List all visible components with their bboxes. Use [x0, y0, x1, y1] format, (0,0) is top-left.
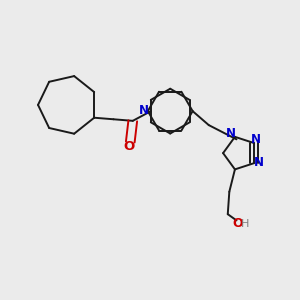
Text: O: O — [123, 140, 134, 153]
Text: H: H — [241, 219, 249, 229]
Text: N: N — [226, 127, 236, 140]
Text: N: N — [139, 104, 149, 117]
Text: N: N — [254, 156, 263, 169]
Text: N: N — [250, 133, 261, 146]
Text: O: O — [233, 217, 243, 230]
